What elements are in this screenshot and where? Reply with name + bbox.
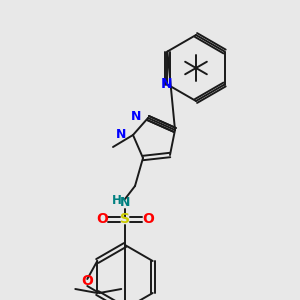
Text: O: O: [96, 212, 108, 226]
Text: N: N: [130, 110, 141, 124]
Text: N: N: [116, 128, 126, 142]
Text: S: S: [120, 212, 130, 226]
Text: N: N: [160, 76, 172, 91]
Text: O: O: [142, 212, 154, 226]
Text: H: H: [112, 194, 122, 208]
Text: N: N: [120, 196, 130, 209]
Text: O: O: [81, 274, 93, 288]
